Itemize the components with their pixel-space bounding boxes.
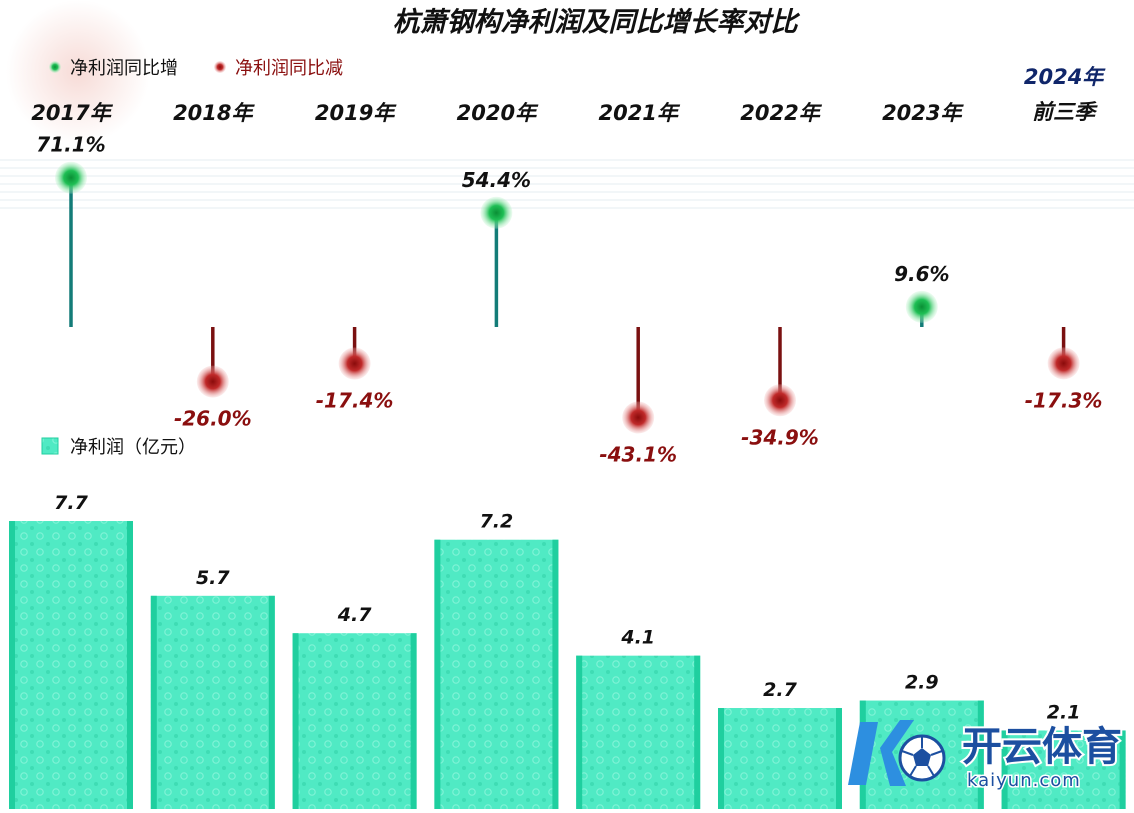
year-label: 2023年 (882, 101, 964, 125)
net-profit-bar (576, 655, 701, 809)
chart-title: 杭萧钢构净利润及同比增长率对比 (393, 7, 801, 38)
net-profit-value-label: 2.1 (1047, 701, 1081, 723)
year-label: 2020年 (457, 101, 539, 125)
watermark-domain: kaiyun.com (967, 770, 1081, 791)
net-profit-value-label: 2.7 (763, 679, 797, 701)
watermark: 开云体育 kaiyun.com (848, 720, 1124, 793)
year-label: 2019年 (315, 101, 397, 125)
bar-edge-left (1001, 730, 1008, 809)
bar-edge-right (552, 539, 559, 809)
year-label-line: 2023年 (882, 101, 964, 125)
net-profit-bar (9, 521, 133, 809)
net-profit-bar (434, 539, 559, 809)
growth-value-label: -17.4% (316, 389, 394, 413)
bar-edge-left (292, 633, 299, 809)
year-label: 2024年前三季 (1024, 65, 1106, 124)
growth-point-increase (55, 161, 87, 194)
growth-point-increase (480, 196, 513, 229)
year-labels: 2017年 2018年 2019年 2020年 2021年 2022年 2023年 2024年… (31, 65, 1106, 125)
legend: 净利润同比增 净利润同比减 净利润（亿元） (41, 58, 343, 458)
growth-point-decrease (622, 401, 655, 434)
bar-edge-right (977, 700, 984, 809)
bar-edge-left (434, 539, 441, 809)
watermark-brand: 开云体育 (962, 724, 1122, 770)
legend-label-increase: 净利润同比增 (70, 58, 178, 79)
legend-marker-increase (49, 61, 61, 73)
bar-edge-right (836, 708, 842, 809)
year-label-line: 前三季 (1032, 100, 1098, 124)
net-profit-value-label: 7.7 (54, 492, 88, 514)
background-decoration (6, 0, 150, 144)
net-profit-value-label: 7.2 (480, 511, 514, 533)
year-label-line: 2024年 (1024, 65, 1106, 89)
net-profit-value-label: 4.7 (337, 604, 372, 626)
growth-lollipops: 71.1% -26.0% -17.4% 54.4% -43.1% -34.9% 9.6% -1… (36, 133, 1102, 467)
legend-label-decrease: 净利润同比减 (235, 58, 343, 79)
net-profit-bar (1001, 730, 1126, 809)
growth-value-label: -26.0% (174, 407, 252, 431)
growth-value-label: -43.1% (599, 443, 677, 467)
bar-edge-right (694, 655, 701, 809)
net-profit-value-label: 2.9 (905, 672, 939, 694)
net-profit-bar (718, 708, 842, 809)
growth-point-decrease (764, 384, 796, 417)
growth-point-increase (905, 290, 938, 323)
year-label-line: 2017年 (31, 101, 113, 125)
year-label-line: 2019年 (315, 101, 397, 125)
growth-value-label: -34.9% (741, 425, 819, 449)
growth-value-label: 9.6% (894, 262, 949, 286)
legend-label-net-profit: 净利润（亿元） (70, 437, 196, 458)
net-profit-bar (292, 633, 417, 809)
year-label-line: 2020年 (457, 101, 539, 125)
year-label-line: 2021年 (598, 101, 680, 125)
bar-edge-right (1119, 730, 1126, 809)
year-label: 2021年 (598, 101, 680, 125)
year-label: 2017年 (31, 101, 113, 125)
growth-point-decrease (338, 347, 371, 380)
bar-edge-right (268, 595, 275, 809)
net-profit-bar (150, 595, 275, 809)
net-profit-value-label: 5.7 (196, 567, 230, 589)
guide-lines (0, 159, 1134, 209)
growth-value-label: -17.3% (1025, 388, 1103, 412)
year-label: 2018年 (173, 101, 255, 125)
bar-edge-right (127, 521, 133, 809)
bar-edge-left (718, 708, 724, 809)
soccer-ball-k-logo-icon (848, 720, 946, 786)
legend-marker-decrease (214, 61, 226, 73)
growth-value-label: 71.1% (36, 133, 105, 157)
growth-value-label: 54.4% (462, 168, 531, 192)
year-label-line: 2018年 (173, 101, 255, 125)
growth-point-decrease (196, 365, 229, 398)
net-profit-bars: 7.7 5.7 4.7 7.2 4.1 2.7 2.9 2.1 (9, 490, 1126, 809)
bar-edge-left (150, 595, 157, 809)
year-label: 2022年 (740, 101, 822, 125)
bar-edge-left (576, 655, 583, 809)
growth-point-decrease (1047, 347, 1080, 380)
bar-edge-right (410, 633, 417, 809)
bar-edge-left (9, 521, 15, 809)
year-label-line: 2022年 (740, 101, 822, 125)
net-profit-value-label: 4.1 (620, 627, 655, 649)
legend-marker-net-profit (41, 437, 59, 455)
